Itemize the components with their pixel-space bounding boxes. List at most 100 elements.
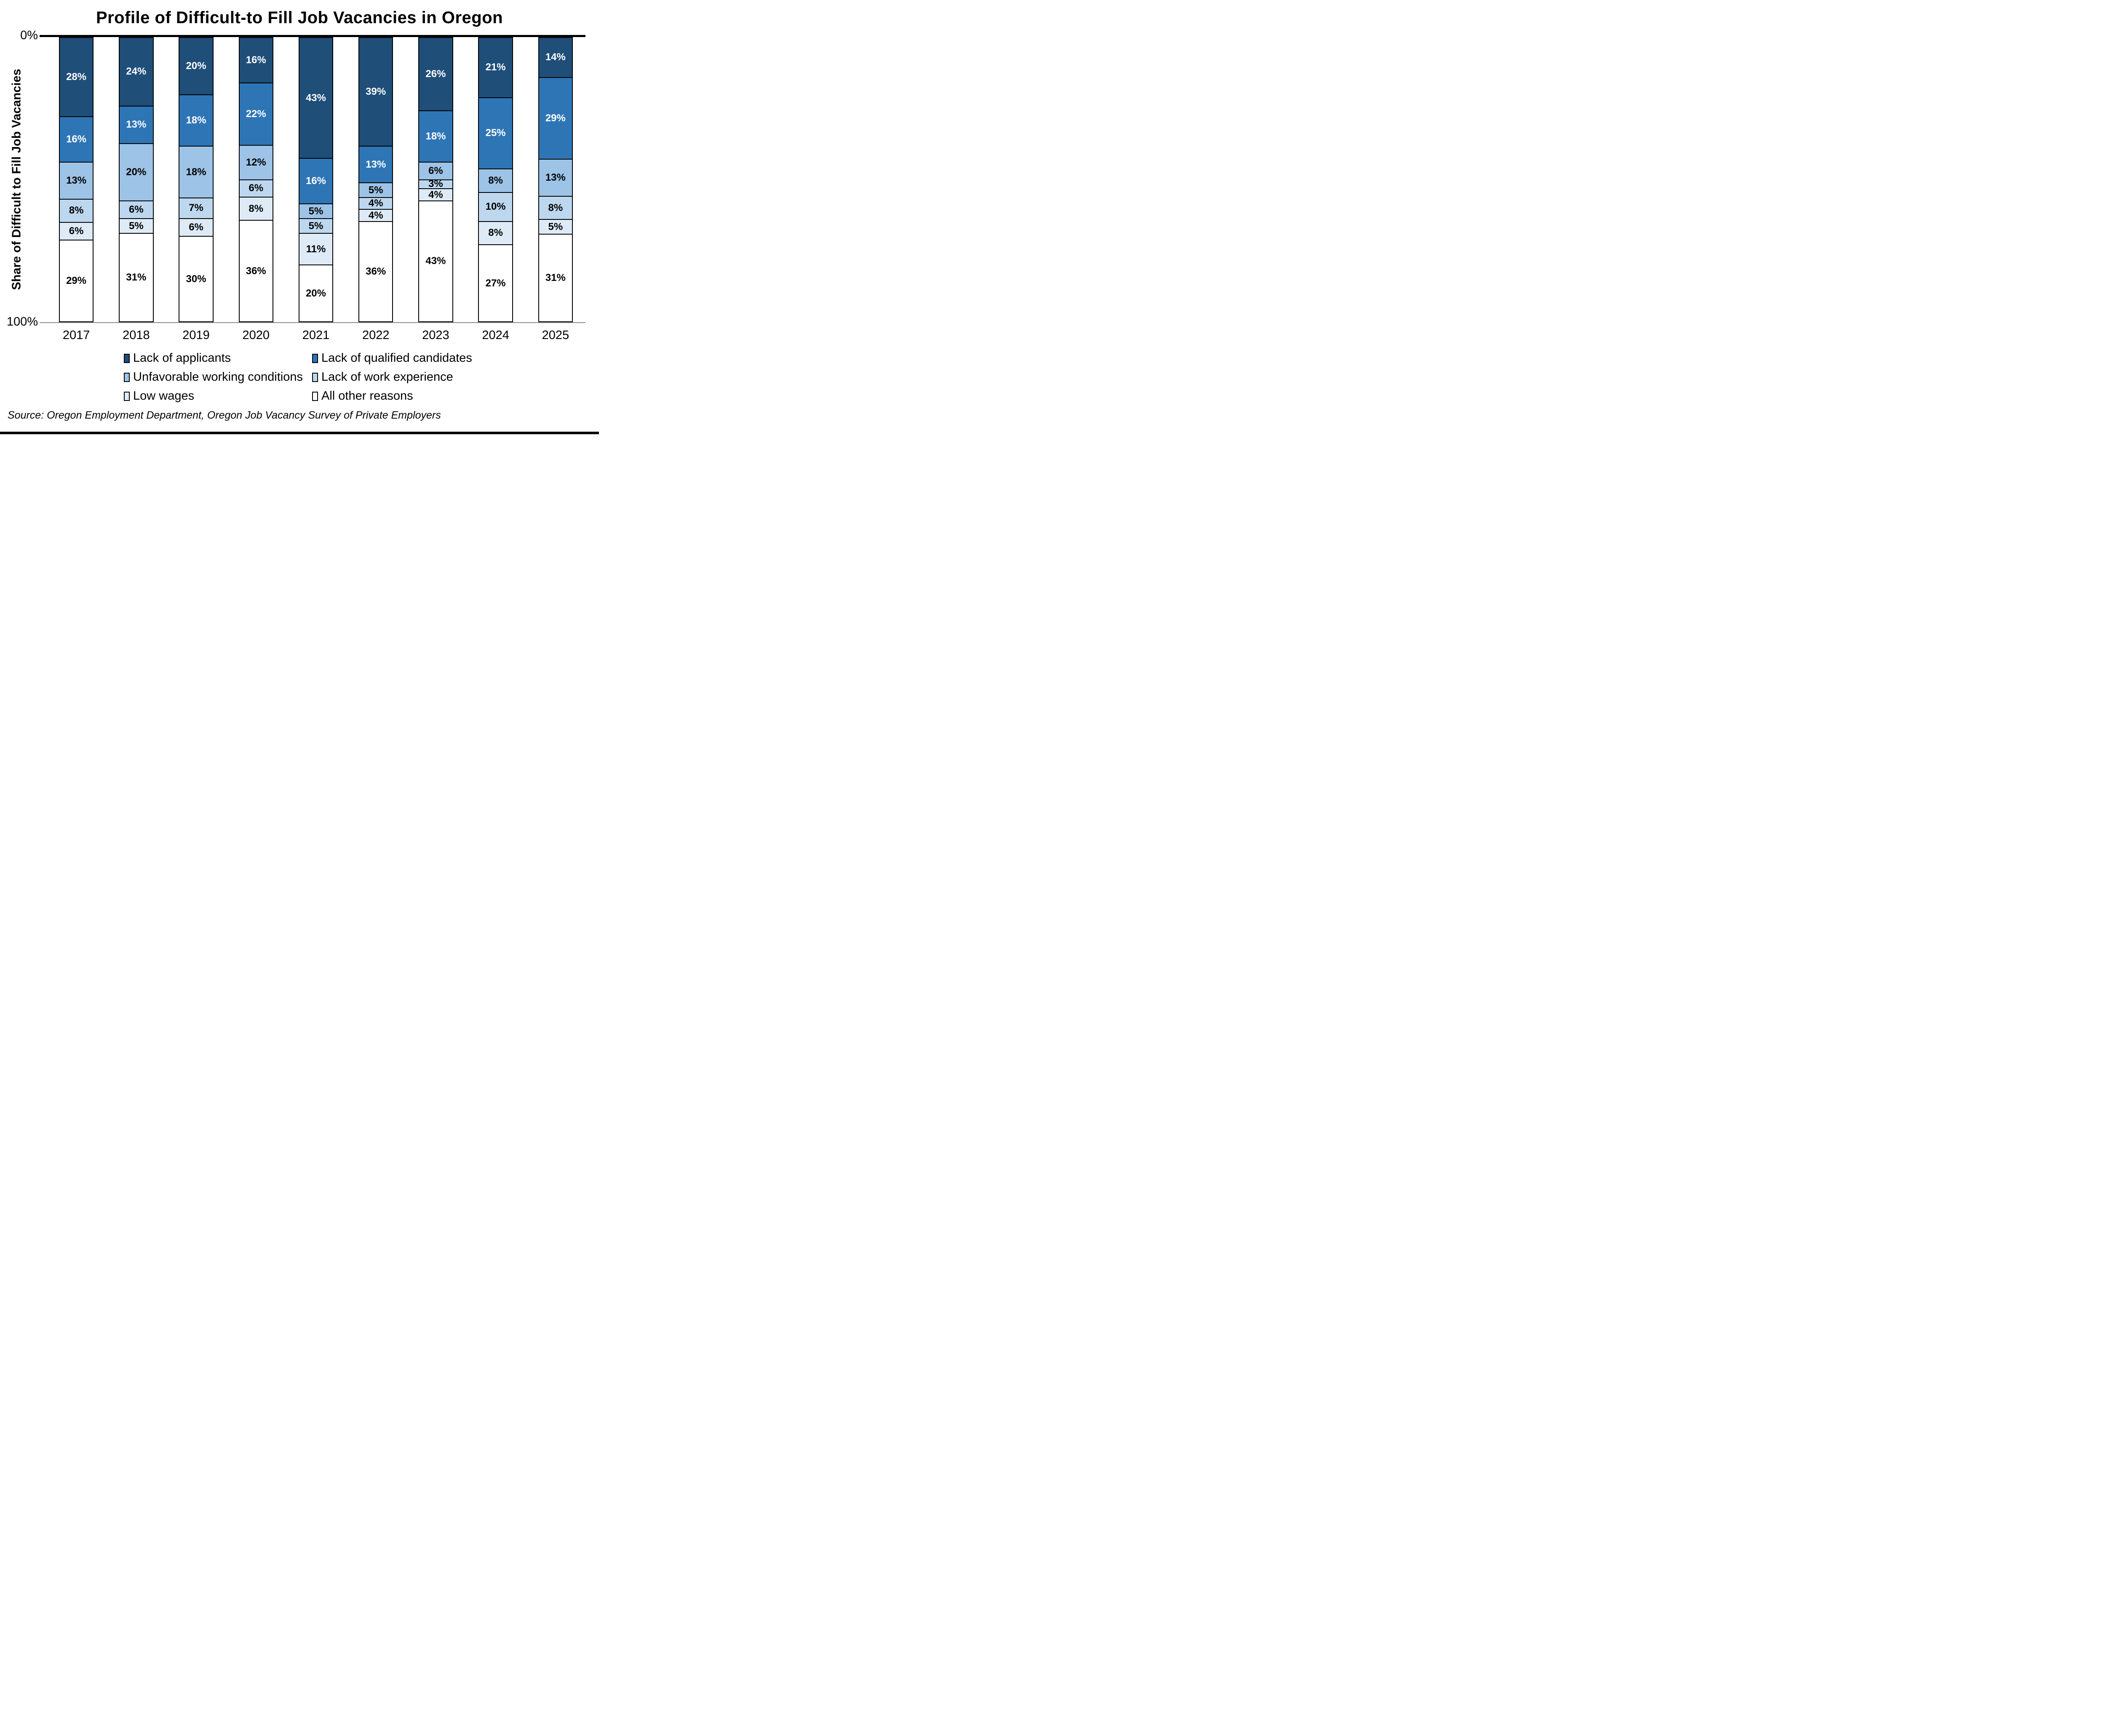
segment-value-label: 14% xyxy=(545,51,566,63)
segment-low-wages-2020: 8% xyxy=(239,198,273,221)
segment-unfavorable-working-conditions-2025: 13% xyxy=(539,160,572,197)
segment-low-wages-2019: 6% xyxy=(179,219,213,237)
segment-value-label: 8% xyxy=(548,202,563,214)
segment-value-label: 5% xyxy=(368,184,383,196)
segment-low-wages-2017: 6% xyxy=(59,222,93,240)
segment-low-wages-2018: 5% xyxy=(120,219,153,234)
segment-unfavorable-working-conditions-2023: 6% xyxy=(419,162,452,180)
segment-lack-of-work-experience-2025: 8% xyxy=(539,197,572,220)
segment-lack-of-work-experience-2017: 8% xyxy=(59,199,93,223)
legend-item-all-other-reasons: All other reasons xyxy=(312,389,472,403)
segment-value-label: 13% xyxy=(66,174,87,186)
segment-lack-of-work-experience-2018: 6% xyxy=(120,201,153,219)
bar-column-2024: 21% 25% 8% 10% 8% 27% xyxy=(466,37,526,322)
x-axis-label-2018: 2018 xyxy=(123,329,150,342)
segment-value-label: 43% xyxy=(305,92,326,104)
segment-value-label: 6% xyxy=(189,222,203,233)
legend-label: Lack of applicants xyxy=(133,351,231,365)
segment-value-label: 31% xyxy=(545,272,566,284)
segment-all-other-reasons-2023: 43% xyxy=(419,201,452,321)
segment-all-other-reasons-2018: 31% xyxy=(120,234,153,322)
bar-2021: 43% 16% 5% 5% 11% 20% xyxy=(298,37,334,322)
y-axis-tick-label-100: 100% xyxy=(6,315,38,329)
segment-value-label: 43% xyxy=(425,255,446,267)
segment-value-label: 13% xyxy=(126,119,147,131)
years-row: 2017 2018 2019 2020 2021 2022 2023 2024 2025 xyxy=(46,329,585,342)
legend-swatch-icon xyxy=(124,372,130,382)
segment-lack-of-work-experience-2024: 10% xyxy=(479,192,512,222)
segment-low-wages-2021: 11% xyxy=(299,234,333,266)
legend-swatch-icon xyxy=(312,391,318,401)
segment-value-label: 24% xyxy=(126,66,147,77)
segment-lack-of-qualified-candidates-2019: 18% xyxy=(179,95,213,147)
segment-lack-of-work-experience-2022: 4% xyxy=(359,198,393,210)
segment-value-label: 18% xyxy=(186,115,206,126)
segment-lack-of-qualified-candidates-2017: 16% xyxy=(59,117,93,163)
segment-lack-of-applicants-2022: 39% xyxy=(359,38,393,147)
legend-swatch-icon xyxy=(124,391,130,401)
segment-value-label: 20% xyxy=(126,166,147,178)
legend-item-lack-of-applicants: Lack of applicants xyxy=(124,351,312,365)
x-axis-label-2022: 2022 xyxy=(362,329,390,342)
segment-value-label: 36% xyxy=(246,265,266,277)
segment-value-label: 6% xyxy=(428,165,443,176)
segment-lack-of-applicants-2025: 14% xyxy=(539,38,572,78)
segment-value-label: 27% xyxy=(485,277,506,289)
bar-column-2020: 16% 22% 12% 6% 8% 36% xyxy=(226,37,286,322)
segment-value-label: 4% xyxy=(368,198,383,209)
bar-column-2022: 39% 13% 5% 4% 4% 36% xyxy=(346,37,406,322)
segment-value-label: 26% xyxy=(425,68,446,80)
segment-value-label: 11% xyxy=(306,243,326,255)
segment-lack-of-qualified-candidates-2023: 18% xyxy=(419,111,452,163)
segment-value-label: 8% xyxy=(488,227,503,239)
segment-all-other-reasons-2021: 20% xyxy=(299,265,333,322)
bar-2022: 39% 13% 5% 4% 4% 36% xyxy=(358,37,393,322)
legend-label: All other reasons xyxy=(321,389,413,403)
x-axis-label-2019: 2019 xyxy=(182,329,210,342)
segment-lack-of-work-experience-2019: 7% xyxy=(179,198,213,219)
segment-lack-of-applicants-2019: 20% xyxy=(179,38,213,95)
legend-swatch-icon xyxy=(312,372,318,382)
legend-swatch-icon xyxy=(312,353,318,363)
y-axis-tick-label-0: 0% xyxy=(20,29,38,42)
x-axis-label-2021: 2021 xyxy=(302,329,330,342)
segment-value-label: 5% xyxy=(308,220,323,232)
bar-2024: 21% 25% 8% 10% 8% 27% xyxy=(478,37,513,322)
segment-lack-of-work-experience-2023: 3% xyxy=(419,179,452,190)
segment-value-label: 31% xyxy=(126,272,147,283)
segment-lack-of-applicants-2023: 26% xyxy=(419,38,452,112)
segment-unfavorable-working-conditions-2017: 13% xyxy=(59,162,93,200)
segment-lack-of-qualified-candidates-2025: 29% xyxy=(539,77,572,160)
segment-lack-of-applicants-2018: 24% xyxy=(120,38,153,107)
segment-value-label: 5% xyxy=(128,220,144,232)
legend-label: Lack of work experience xyxy=(321,370,453,384)
bar-2025: 14% 29% 13% 8% 5% 31% xyxy=(538,37,573,322)
segment-value-label: 13% xyxy=(366,158,386,170)
legend-item-low-wages: Low wages xyxy=(124,389,312,403)
segment-value-label: 18% xyxy=(186,166,206,178)
bar-column-2019: 20% 18% 18% 7% 6% 30% xyxy=(166,37,226,322)
source-note: Source: Oregon Employment Department, Or… xyxy=(8,409,441,421)
segment-lack-of-qualified-candidates-2024: 25% xyxy=(479,98,512,170)
segment-value-label: 5% xyxy=(308,205,323,217)
segment-value-label: 4% xyxy=(428,189,443,200)
legend-label: Lack of qualified candidates xyxy=(321,351,472,365)
segment-low-wages-2023: 4% xyxy=(419,189,452,201)
segment-unfavorable-working-conditions-2018: 20% xyxy=(120,144,153,201)
x-axis-label-2023: 2023 xyxy=(422,329,449,342)
segment-value-label: 29% xyxy=(545,112,566,124)
segment-value-label: 12% xyxy=(246,156,266,168)
segment-lack-of-applicants-2021: 43% xyxy=(299,38,333,159)
segment-lack-of-qualified-candidates-2022: 13% xyxy=(359,147,393,184)
bar-2023: 26% 18% 6% 3% 4% 43% xyxy=(418,37,453,322)
segment-value-label: 5% xyxy=(548,221,563,232)
segment-unfavorable-working-conditions-2020: 12% xyxy=(239,145,273,180)
segment-value-label: 4% xyxy=(368,209,383,221)
bar-column-2018: 24% 13% 20% 6% 5% 31% xyxy=(106,37,166,322)
segment-value-label: 20% xyxy=(305,287,326,299)
segment-lack-of-work-experience-2021: 5% xyxy=(299,219,333,234)
segment-all-other-reasons-2019: 30% xyxy=(179,237,213,321)
bar-column-2023: 26% 18% 6% 3% 4% 43% xyxy=(406,37,465,322)
segment-value-label: 6% xyxy=(128,203,144,215)
legend: Lack of applicants Lack of qualified cand… xyxy=(124,351,472,403)
